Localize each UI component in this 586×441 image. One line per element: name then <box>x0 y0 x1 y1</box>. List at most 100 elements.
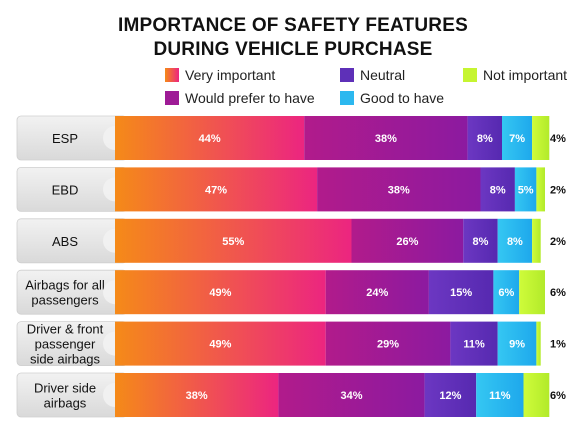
data-label: 6% <box>550 287 566 299</box>
bar-segment <box>115 116 305 160</box>
data-label: 38% <box>375 133 397 145</box>
data-label: 34% <box>340 390 362 402</box>
bar-segment <box>523 373 550 417</box>
category-label: side airbags <box>30 352 101 367</box>
chart-title: IMPORTANCE OF SAFETY FEATURES DURING VEH… <box>0 14 586 62</box>
data-label: 8% <box>477 133 493 145</box>
legend-item-very-important: Very important <box>165 67 275 83</box>
data-label: 8% <box>490 184 506 196</box>
data-label: 7% <box>509 133 525 145</box>
bar-segment <box>115 167 318 212</box>
chart-title-line-1: IMPORTANCE OF SAFETY FEATURES <box>118 15 468 36</box>
data-label: 38% <box>186 390 208 402</box>
legend-swatch-not-important <box>463 68 477 82</box>
data-label: 47% <box>205 184 227 196</box>
legend-item-not-important: Not important <box>463 67 567 83</box>
bar-segment <box>325 321 451 366</box>
data-label: 38% <box>388 184 410 196</box>
chart-legend: Very important Would prefer to have Neut… <box>0 0 586 110</box>
legend-item-neutral: Neutral <box>340 67 405 83</box>
bar-segment <box>493 270 520 315</box>
data-label: 4% <box>550 133 566 145</box>
bar-segment <box>476 373 524 417</box>
data-label: 6% <box>498 287 514 299</box>
chart-title-line-2: DURING VEHICLE PURCHASE <box>153 39 433 60</box>
category-label: passenger <box>35 337 96 352</box>
bar-segment <box>351 218 464 263</box>
bar-segment <box>532 218 541 263</box>
data-label: 29% <box>377 339 399 351</box>
data-label: 1% <box>550 339 566 351</box>
bar-notch <box>103 383 115 407</box>
bar-segment <box>450 321 498 366</box>
category-label: ESP <box>52 131 78 146</box>
data-label: 49% <box>209 287 231 299</box>
category-label: airbags <box>44 396 87 411</box>
legend-label-not-important: Not important <box>483 67 568 83</box>
bar-segment <box>497 218 533 263</box>
bar-row: ESP 44% 38% 8% 7% 4% <box>16 115 566 161</box>
data-label: 11% <box>489 390 511 402</box>
bar-segment <box>463 218 498 263</box>
data-label: 8% <box>507 236 523 248</box>
bar-notch <box>103 126 115 150</box>
data-label: 9% <box>509 339 525 351</box>
legend-label-would-prefer: Would prefer to have <box>185 90 315 106</box>
bar-notch <box>103 280 115 305</box>
bar-segment <box>519 270 545 315</box>
legend-swatch-neutral <box>340 68 354 82</box>
bar-segment <box>424 373 477 417</box>
legend-item-would-prefer: Would prefer to have <box>165 90 315 106</box>
bar-segment <box>115 270 326 315</box>
category-label: passengers <box>31 293 99 308</box>
data-label: 5% <box>518 184 534 196</box>
legend-item-good-to-have: Good to have <box>340 90 444 106</box>
legend-label-neutral: Neutral <box>360 67 406 83</box>
data-label: 44% <box>199 133 221 145</box>
bar-notch <box>103 228 115 253</box>
data-label: 12% <box>439 390 461 402</box>
bar-segment <box>115 321 326 366</box>
bar-segment <box>304 116 468 160</box>
category-label: EBD <box>52 182 79 197</box>
bar-segment <box>317 167 481 212</box>
bar-notch <box>103 331 115 356</box>
data-label: 49% <box>209 339 231 351</box>
category-label: ABS <box>52 234 78 249</box>
category-label: Driver side <box>34 381 96 396</box>
bar-segment <box>502 116 533 160</box>
bar-notch <box>103 177 115 202</box>
bar-segment <box>428 270 494 315</box>
bar-segment <box>325 270 429 315</box>
bar-segment <box>480 167 515 212</box>
legend-label-very-important: Very important <box>185 67 276 83</box>
bar-segment <box>115 373 279 417</box>
data-label: 6% <box>550 390 566 402</box>
bar-segment <box>115 218 352 263</box>
category-label: Airbags for all <box>25 278 105 293</box>
bar-segment <box>497 321 537 366</box>
data-label: 15% <box>450 287 472 299</box>
data-label: 24% <box>366 287 388 299</box>
legend-label-good-to-have: Good to have <box>360 90 445 106</box>
data-label: 2% <box>550 236 566 248</box>
bar-segment <box>536 167 545 212</box>
data-label: 11% <box>463 339 485 351</box>
bar-segment <box>514 167 537 212</box>
legend-swatch-would-prefer <box>165 91 179 105</box>
bar-row: ABS 55% 26% 8% 8% 2% <box>16 218 566 264</box>
data-label: 55% <box>222 236 244 248</box>
legend-swatch-very-important <box>165 68 179 82</box>
data-label: 8% <box>473 236 489 248</box>
bar-segment <box>278 373 425 417</box>
bar-segment <box>467 116 502 160</box>
bar-row: EBD 47% 38% 8% 5% 2% <box>16 166 566 212</box>
bar-segment <box>532 116 550 160</box>
category-label: Driver & front <box>27 322 104 337</box>
legend-swatch-good-to-have <box>340 91 354 105</box>
data-label: 2% <box>550 184 566 196</box>
bar-segment <box>536 321 541 366</box>
